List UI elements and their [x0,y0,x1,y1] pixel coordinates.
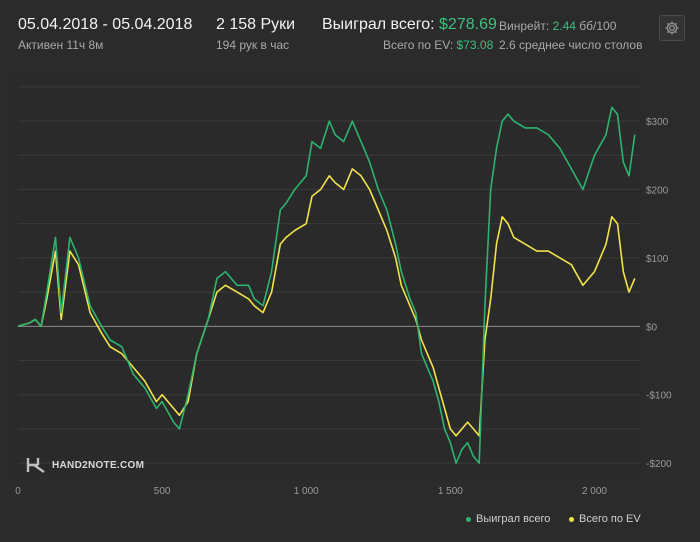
winrate-unit: бб/100 [579,19,617,33]
legend-won-label: Выиграл всего [476,513,551,525]
x-tick-label: 1 500 [438,486,463,497]
won-total-value: $278.69 [439,16,497,33]
x-tick-label: 500 [154,486,171,497]
gear-icon [665,21,679,35]
stats-header: 05.04.2018 - 05.04.2018 Активен 11ч 8м 2… [0,0,700,56]
series-ev-line [17,168,636,437]
legend-ev-label: Всего по EV [579,513,641,525]
legend-won: Выиграл всего [466,513,550,525]
h2n-logo-icon [26,458,45,473]
legend-ev-swatch [569,516,574,522]
series-won-line [17,106,636,464]
winrate: Винрейт: 2.44 бб/100 [499,19,616,33]
active-time: Активен 11ч 8м [18,38,104,52]
settings-button[interactable] [659,15,685,41]
y-tick-label: $0 [646,322,658,333]
y-tick-label: $100 [646,254,669,265]
won-total-label: Выиграл всего: [322,16,435,33]
hands-per-hour: 194 рук в час [216,38,290,52]
won-total: Выиграл всего: $278.69 [322,16,497,34]
date-range: 05.04.2018 - 05.04.2018 [18,16,193,33]
ev-total-label: Всего по EV: [383,38,454,52]
brand-text: HAND2NOTE.COM [52,459,145,471]
y-tick-label: -$200 [646,459,672,470]
plot-area [12,70,642,478]
y-tick-label: $200 [646,185,669,196]
hands-count: 2 158 Руки [216,16,296,33]
winrate-value: 2.44 [552,19,576,33]
profit-chart: $300 $200 $100 $0 -$100 -$200 0 500 1 000 1 500 2… [12,70,672,497]
winrate-label: Винрейт: [499,19,550,33]
y-tick-label: $300 [646,117,669,128]
x-tick-label: 2 000 [582,486,607,497]
legend-ev: Всего по EV [569,513,641,525]
x-tick-label: 1 000 [294,486,319,497]
ev-total: Всего по EV: $73.08 [383,38,493,52]
y-tick-label: -$100 [646,391,672,402]
x-tick-label: 0 [15,486,21,497]
avg-tables: 2.6 среднее число столов [499,38,643,52]
ev-total-value: $73.08 [456,38,494,52]
legend-won-swatch [466,516,471,522]
brand-logo: HAND2NOTE.COM [26,456,144,474]
